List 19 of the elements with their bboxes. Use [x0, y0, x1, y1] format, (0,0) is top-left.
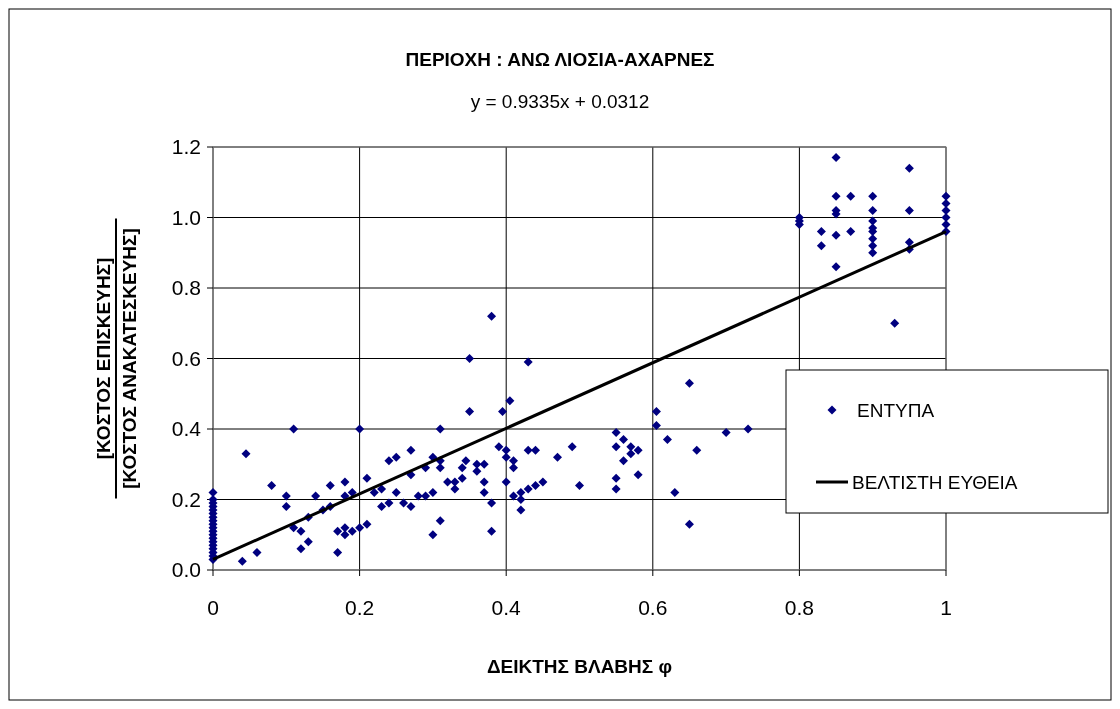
legend-label: ΕΝΤΥΠΑ: [857, 399, 935, 421]
y-tick-label: 1.0: [171, 205, 201, 229]
x-tick-label: 0: [207, 596, 219, 619]
x-tick-label: 1: [940, 596, 952, 619]
x-tick-label: 0.6: [638, 596, 668, 619]
chart-title: ΠΕΡΙΟΧΗ : ΑΝΩ ΛΙΟΣΙΑ-ΑΧΑΡΝΕΣ: [405, 49, 715, 70]
x-tick-label: 0.8: [784, 596, 814, 619]
y-tick-label: 0.8: [171, 276, 201, 300]
y-tick-label: 0.0: [171, 558, 201, 582]
legend-label: ΒΕΛΤΙΣΤΗ ΕΥΘΕΙΑ: [852, 471, 1018, 493]
y-tick-label: 0.2: [171, 487, 201, 511]
y-axis-title: [ΚΟΣΤΟΣ ΕΠΙΣΚΕΥΗΣ] [ΚΟΣΤΟΣ ΑΝΑΚΑΤΕΣΚΕΥΗΣ]: [93, 228, 140, 489]
x-axis-title: ΔΕΙΚΤΗΣ ΒΛΑΒΗΣ φ: [486, 656, 673, 677]
y-tick-label: 0.6: [171, 346, 201, 370]
chart-subtitle: y = 0.9335x + 0.0312: [470, 91, 650, 112]
y-tick-label: 1.2: [171, 135, 201, 159]
y-tick-label: 0.4: [171, 417, 202, 441]
x-tick-label: 0.4: [491, 596, 522, 619]
x-tick-label: 0.2: [345, 596, 375, 619]
